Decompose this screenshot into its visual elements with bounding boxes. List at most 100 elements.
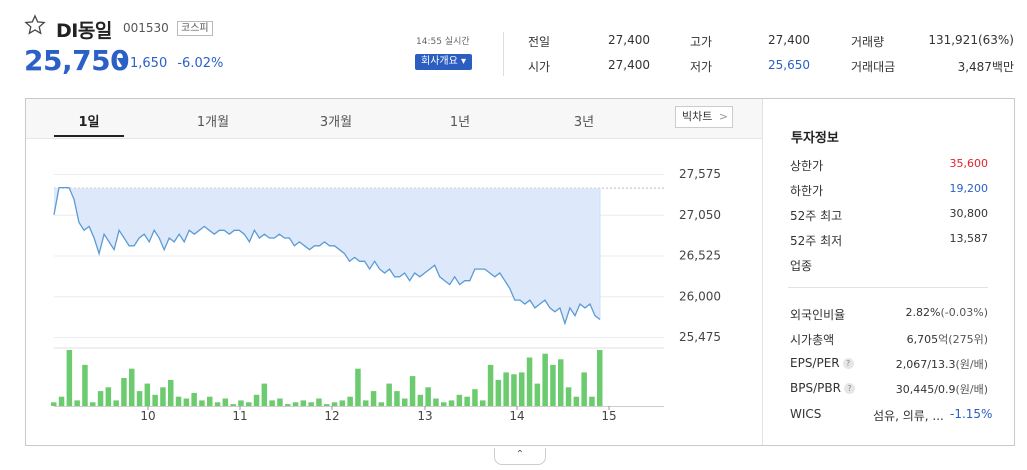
invest-label: 52주 최저 — [790, 234, 843, 248]
y-tick-label: 26,000 — [679, 289, 721, 303]
realtime-label: 14:55 실시간 — [416, 37, 470, 47]
volume-bar — [214, 402, 221, 406]
invest-label-text: 시가총액 — [790, 333, 835, 347]
collapse-toggle-button[interactable]: ⌃ — [494, 448, 546, 465]
volume-bar — [355, 368, 361, 406]
tab-3year[interactable]: 3년 — [573, 115, 595, 130]
market-badge: 코스피 — [177, 21, 213, 36]
invest-value: 35,600 — [949, 157, 989, 170]
invest-value: 2,067/13.3(원/배) — [860, 356, 988, 372]
volume-bar — [519, 372, 525, 406]
volume-bar — [534, 383, 541, 406]
volume-bar — [448, 400, 455, 406]
price-area — [54, 187, 600, 324]
invest-label: EPS/PER? — [790, 356, 854, 370]
volume-bar — [441, 402, 447, 406]
volume-bar — [565, 387, 572, 406]
invest-value: 13,587 — [949, 232, 989, 245]
volume-bar — [183, 398, 190, 406]
y-tick-label: 25,475 — [679, 330, 721, 344]
volume-bar — [175, 396, 182, 406]
volume-bar — [456, 394, 463, 406]
x-tick-label: 14 — [509, 409, 524, 423]
price-line — [53, 186, 601, 326]
invest-label: 하한가 — [790, 184, 824, 198]
wics-change: -1.15% — [950, 407, 993, 421]
quote-value: 131,921(63%) — [928, 33, 1014, 47]
big-chart-button[interactable]: 빅차트 > — [675, 106, 733, 128]
volume-bar — [331, 402, 338, 406]
help-icon[interactable]: ? — [842, 358, 854, 369]
invest-value: 19,200 — [949, 182, 989, 195]
volume-bar — [207, 396, 213, 406]
divider — [503, 32, 504, 76]
help-icon[interactable]: ? — [843, 383, 855, 394]
tab-1day[interactable]: 1일 — [78, 115, 100, 130]
price-change: 1,650 -6.02% — [117, 56, 223, 71]
big-chart-label: 빅차트 — [682, 110, 713, 123]
volume-bar — [503, 372, 509, 406]
volume-bar — [58, 396, 65, 406]
quote-label: 거래대금 — [851, 60, 896, 74]
tab-1year[interactable]: 1년 — [449, 115, 471, 130]
volume-bar — [277, 398, 283, 406]
stock-name[interactable]: DI동일 — [56, 20, 112, 42]
x-tick-label: 12 — [324, 409, 339, 423]
volume-bar — [487, 364, 494, 406]
quote-value: 27,400 — [768, 33, 810, 47]
invest-value-unit: (원/배) — [955, 383, 988, 396]
wics-sector[interactable]: 섬유, 의류, ... — [873, 409, 944, 423]
volume-bar — [160, 387, 166, 406]
divider — [762, 99, 763, 445]
volume-bar — [495, 379, 502, 406]
invest-value-main: 2.82% — [905, 306, 941, 319]
volume-bar — [97, 391, 104, 406]
invest-label: 업종 — [790, 259, 813, 273]
volume-bar — [144, 383, 151, 406]
volume-bar — [480, 400, 486, 406]
invest-label-text: BPS/PBR — [790, 381, 841, 395]
stock-code: 001530 — [123, 21, 169, 35]
quote-label: 시가 — [528, 60, 551, 74]
down-arrow-icon — [117, 58, 127, 66]
volume-bar — [90, 402, 96, 406]
volume-bar — [152, 394, 158, 406]
volume-bar — [339, 400, 346, 406]
volume-bar — [129, 368, 135, 406]
invest-value-unit: (원/배) — [955, 358, 988, 371]
quote-label: 거래량 — [851, 35, 885, 49]
invest-label: 52주 최고 — [790, 209, 843, 223]
y-tick-label: 26,525 — [679, 249, 721, 263]
volume-bar — [581, 372, 587, 406]
invest-value-main: 6,705 — [906, 333, 939, 346]
volume-bar — [168, 379, 174, 406]
volume-bar — [550, 364, 556, 406]
change-amount: 1,650 — [130, 56, 168, 71]
volume-bar — [230, 404, 236, 406]
volume-bar — [464, 396, 470, 406]
favorite-star-icon[interactable] — [24, 14, 46, 36]
volume-bar — [597, 350, 603, 406]
volume-bar — [511, 374, 517, 406]
invest-label-text: EPS/PER — [790, 356, 840, 370]
volume-bar — [253, 394, 260, 406]
tab-3month[interactable]: 3개월 — [319, 115, 353, 130]
change-percent: -6.02% — [177, 56, 224, 71]
wics-label: WICS — [790, 407, 822, 421]
y-tick-label: 27,050 — [679, 208, 721, 222]
tab-1month[interactable]: 1개월 — [196, 115, 230, 130]
volume-bar — [66, 350, 73, 406]
quote-label: 전일 — [528, 35, 551, 49]
period-tabs: 1일 1개월 3개월 1년 3년 — [26, 99, 762, 139]
volume-bar — [261, 383, 268, 406]
chevron-right-icon: > — [718, 110, 729, 123]
volume-bar — [136, 391, 143, 406]
invest-label: 시가총액 — [790, 331, 834, 348]
volume-bar — [113, 400, 119, 406]
volume-bar — [433, 398, 439, 406]
volume-bar — [417, 394, 424, 406]
invest-label: BPS/PBR? — [790, 381, 855, 395]
company-overview-button[interactable]: 회사개요 ▾ — [415, 54, 472, 70]
quote-value: 27,400 — [608, 33, 650, 47]
